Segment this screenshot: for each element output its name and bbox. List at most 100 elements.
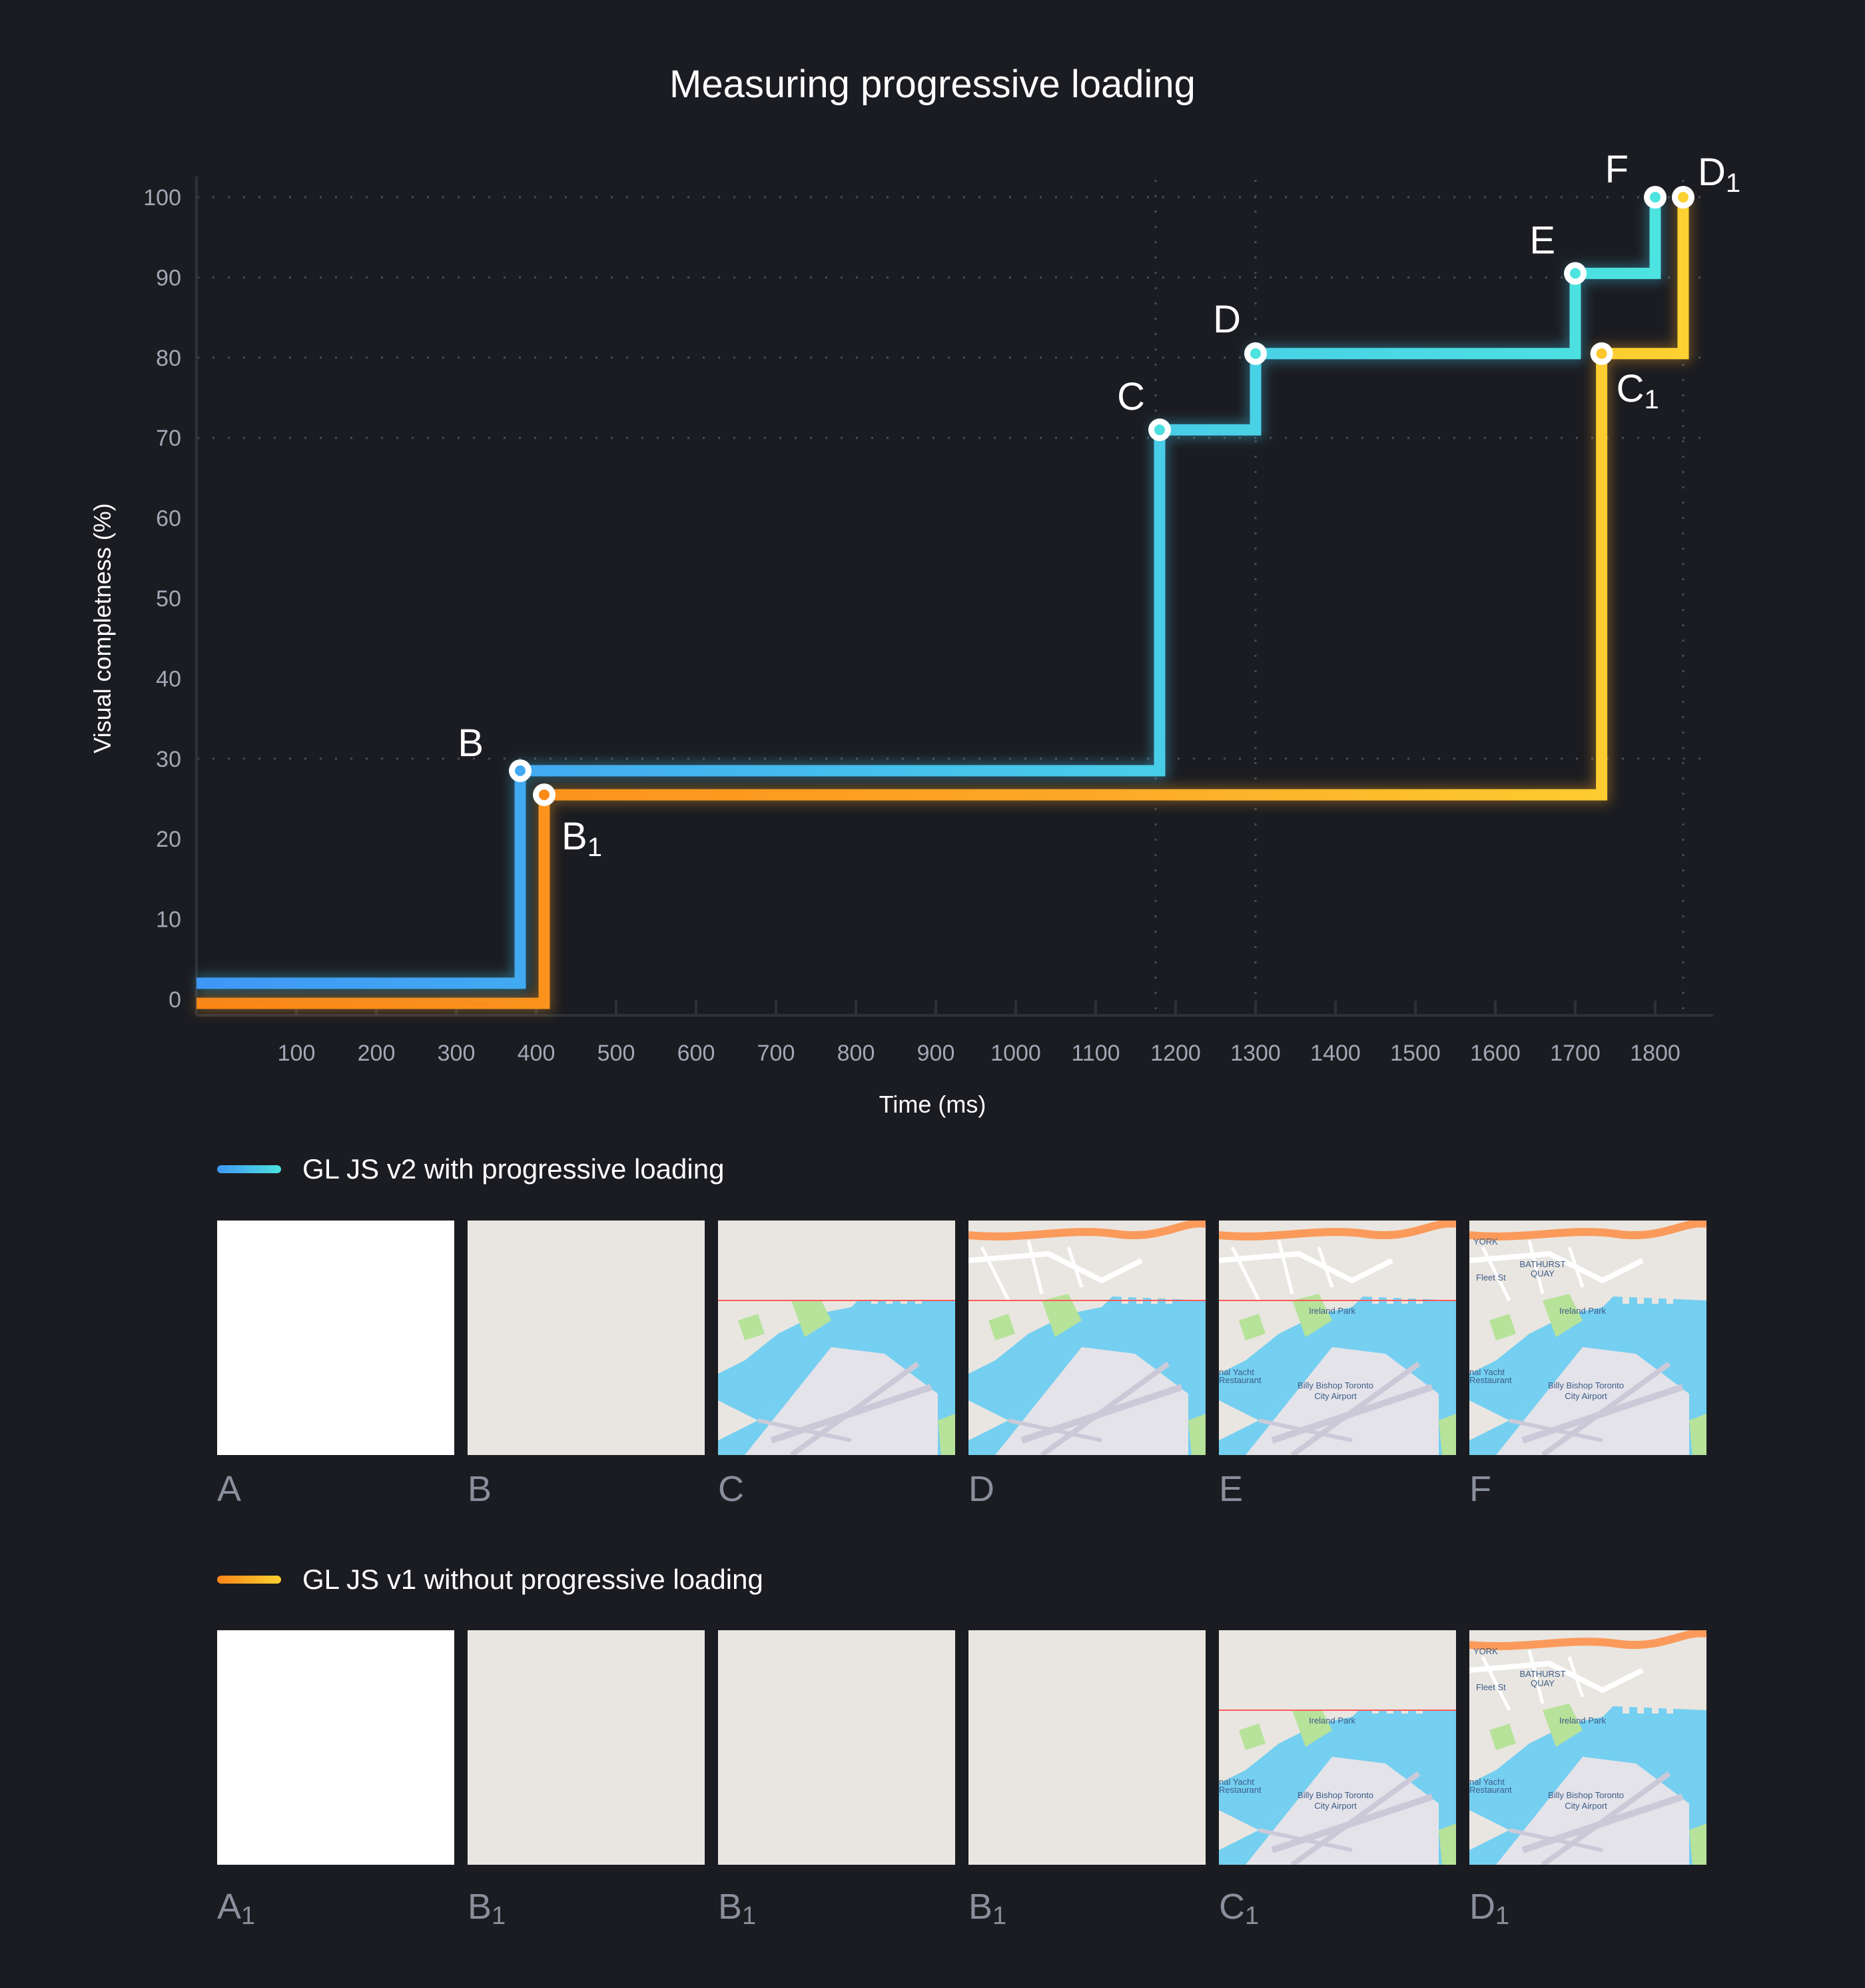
map-label-park: Ireland Park xyxy=(1559,1306,1607,1316)
chart-title: Measuring progressive loading xyxy=(669,63,1196,106)
pier xyxy=(1416,1710,1423,1714)
point-label-F: F xyxy=(1605,148,1629,191)
pier xyxy=(1401,1710,1408,1714)
y-tick-label: 100 xyxy=(143,185,181,211)
legend-swatch-v1 xyxy=(217,1576,281,1584)
point-marker-core xyxy=(515,765,526,776)
park xyxy=(938,1414,955,1455)
map-label-park: Ireland Park xyxy=(1559,1716,1607,1726)
point-label-B1: B1 xyxy=(561,815,602,862)
series-glow xyxy=(196,197,1692,1012)
map-content xyxy=(968,1221,1206,1455)
tile-bg xyxy=(468,1221,705,1455)
map-label-quay: QUAY xyxy=(1531,1268,1555,1278)
park xyxy=(1689,1414,1706,1455)
frame-label: E xyxy=(1219,1469,1243,1509)
map-label-airport: Billy Bishop Toronto xyxy=(1548,1790,1624,1800)
map-label-airport: Billy Bishop Toronto xyxy=(1298,1790,1373,1800)
x-tick-label: 1000 xyxy=(990,1041,1041,1066)
x-tick-label: 300 xyxy=(438,1041,476,1066)
highway xyxy=(1469,1221,1706,1241)
runway xyxy=(1290,1361,1421,1455)
tile-bg xyxy=(718,1630,955,1865)
park xyxy=(988,1314,1015,1340)
y-tick-label: 0 xyxy=(169,987,181,1013)
pier xyxy=(1166,1267,1172,1304)
pier xyxy=(1637,1267,1644,1304)
x-tick-label: 1100 xyxy=(1071,1041,1120,1066)
map-label-airport: City Airport xyxy=(1314,1391,1357,1401)
frame-tile xyxy=(468,1221,705,1455)
map-label-restaurant: Restaurant xyxy=(1469,1785,1512,1795)
road xyxy=(1481,1240,1585,1302)
y-tick-label: 60 xyxy=(156,506,181,532)
y-tick-label: 10 xyxy=(156,907,181,933)
park xyxy=(1239,1314,1266,1340)
point-marker-core xyxy=(539,789,550,800)
y-tick-label: 40 xyxy=(156,666,181,692)
series-glow xyxy=(196,197,1664,992)
pier xyxy=(871,1300,878,1304)
frame-label: B1 xyxy=(968,1887,1006,1930)
y-axis-label: Visual completness (%) xyxy=(89,503,116,753)
pier xyxy=(1652,1267,1659,1304)
point-label-E: E xyxy=(1529,219,1555,262)
runway xyxy=(1258,1828,1353,1852)
frame-tile xyxy=(468,1630,705,1865)
data-points: B C D E F B1 C1 D1 xyxy=(458,148,1740,862)
map-label-york: YORK xyxy=(1473,1237,1498,1246)
frame-label: D xyxy=(968,1469,994,1509)
road xyxy=(1481,1650,1585,1712)
series-line-v2 xyxy=(196,197,1661,989)
map-label-restaurant: nal Yacht xyxy=(1469,1367,1505,1377)
land xyxy=(968,1221,1206,1374)
park xyxy=(1489,1724,1516,1750)
map-label-airport: City Airport xyxy=(1314,1801,1357,1811)
x-tick-label: 500 xyxy=(597,1041,635,1066)
y-tick-label: 30 xyxy=(156,747,181,772)
map-label-quay: BATHURST xyxy=(1519,1259,1565,1269)
park xyxy=(1292,1710,1332,1747)
park xyxy=(791,1300,831,1337)
pier xyxy=(1151,1267,1158,1304)
highway xyxy=(1219,1221,1456,1241)
runway xyxy=(1008,1418,1102,1442)
frame-label: B1 xyxy=(468,1887,506,1930)
frame-tile xyxy=(217,1630,454,1865)
frame-label: C xyxy=(718,1469,744,1509)
point-marker-core xyxy=(1650,192,1661,203)
highway xyxy=(1469,1630,1706,1650)
park xyxy=(1439,1414,1456,1455)
x-tick-label: 700 xyxy=(757,1041,795,1066)
tile-bg xyxy=(468,1630,705,1865)
runway xyxy=(789,1361,920,1455)
y-tick-label: 70 xyxy=(156,426,181,451)
pier xyxy=(1637,1677,1644,1714)
series-lines xyxy=(196,197,1692,1012)
x-tick-label: 100 xyxy=(278,1041,316,1066)
point-marker-core xyxy=(1570,268,1581,279)
point-label-B: B xyxy=(458,722,484,765)
runway xyxy=(1541,1771,1671,1865)
x-tick-label: 1800 xyxy=(1630,1041,1680,1066)
legend-label-v2: GL JS v2 with progressive loading xyxy=(302,1153,724,1185)
runway xyxy=(1541,1361,1671,1455)
x-tick-label: 1500 xyxy=(1390,1041,1441,1066)
x-tick-label: 600 xyxy=(677,1041,715,1066)
pier xyxy=(1122,1267,1128,1304)
park xyxy=(1188,1414,1206,1455)
map-label-restaurant: nal Yacht xyxy=(1219,1367,1254,1377)
frame-label: D1 xyxy=(1469,1887,1509,1930)
map-label-airport: City Airport xyxy=(1565,1801,1607,1811)
pier xyxy=(1416,1267,1423,1304)
legend-label-v1: GL JS v1 without progressive loading xyxy=(302,1564,763,1595)
series-line-v1 xyxy=(196,197,1689,1009)
x-tick-label: 800 xyxy=(837,1041,875,1066)
map-label-street: Fleet St xyxy=(1476,1272,1506,1282)
frame-label: B xyxy=(468,1469,492,1509)
runway xyxy=(1040,1361,1170,1455)
